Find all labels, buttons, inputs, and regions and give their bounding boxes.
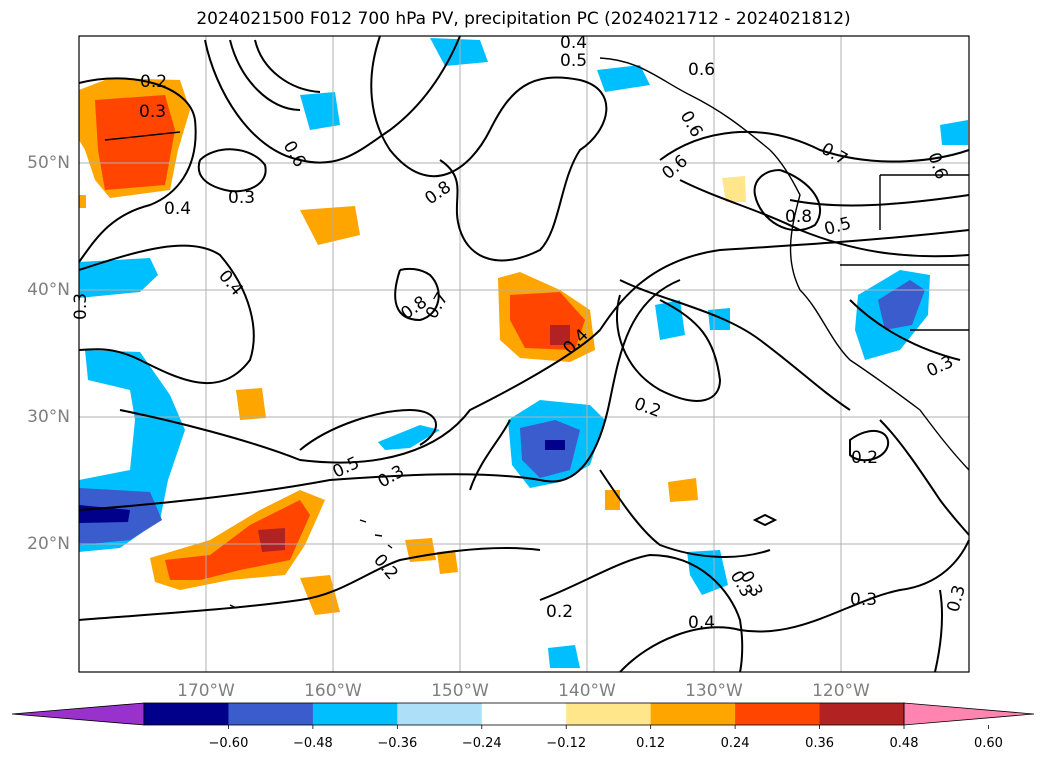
lon-label-130w: 130°W (685, 681, 743, 701)
colorbar-tick-label: −0.60 (208, 736, 249, 751)
colorbar-tick-label: 0.60 (973, 736, 1003, 751)
lon-label-170w: 170°W (177, 681, 235, 701)
colorbar-tick-label: 0.12 (636, 736, 666, 751)
colorbar-segment (735, 703, 821, 725)
colorbar-tick-label: −0.12 (546, 736, 587, 751)
contour-label: 0.2 (851, 448, 878, 468)
contour-label: 0.4 (214, 266, 247, 300)
contour-label: 0.2 (140, 72, 167, 92)
colorbar-segment (650, 703, 736, 725)
colorbar-segment (397, 703, 483, 725)
colorbar-min-extend (11, 702, 145, 726)
contour-label: 0.4 (164, 199, 191, 219)
lat-label-30n: 30°N (27, 407, 70, 427)
gridlines (79, 36, 969, 672)
colorbar-tick-label: −0.36 (377, 736, 418, 751)
lat-label-50n: 50°N (27, 153, 70, 173)
map-title: 2024021500 F012 700 hPa PV, precipitatio… (196, 9, 851, 29)
contour-label: 0.3 (850, 590, 877, 610)
contour-label: 0.8 (421, 177, 455, 209)
pv-contours (78, 35, 970, 673)
contour-label: 0.6 (658, 151, 692, 184)
lon-label-160w: 160°W (304, 681, 362, 701)
contour-label: 0.3 (71, 293, 91, 320)
coastlines (104, 57, 970, 609)
contour-label: 0.2 (369, 550, 402, 584)
lat-label-20n: 20°N (27, 534, 70, 554)
contour-label: 0.6 (279, 138, 310, 171)
colorbar-max-extend (903, 702, 1035, 726)
contour-label: 0.5 (822, 214, 853, 240)
contour-label: 0.4 (560, 33, 587, 53)
map-frame (78, 35, 970, 673)
lon-label-150w: 150°W (431, 681, 489, 701)
colorbar-tick-label: −0.24 (461, 736, 502, 751)
colorbar-segment (144, 703, 229, 725)
contour-label: 0.8 (785, 207, 812, 227)
contour-label: 0.3 (944, 583, 970, 614)
colorbar-segment (481, 703, 567, 725)
contour-label: 0.8 (397, 292, 431, 324)
colorbar-segment (566, 703, 652, 725)
contour-label: 0.4 (688, 613, 715, 633)
contour-label: 0.3 (924, 352, 957, 382)
positive-precip-shading (79, 78, 746, 615)
lat-label-40n: 40°N (27, 280, 70, 300)
colorbar-segment (312, 703, 398, 725)
colorbar (11, 702, 1035, 729)
lon-label-140w: 140°W (558, 681, 616, 701)
contour-label: 0.3 (139, 102, 166, 122)
colorbar-tick-label: 0.36 (805, 736, 835, 751)
colorbar-segment (819, 703, 905, 725)
contour-label: 0.2 (546, 602, 573, 622)
contour-label: 0.3 (375, 461, 408, 492)
contour-label: 0.3 (228, 188, 255, 208)
colorbar-tick-label: 0.48 (889, 736, 919, 751)
lon-label-120w: 120°W (812, 681, 870, 701)
contour-label: 0.6 (923, 150, 951, 182)
colorbar-tick-label: 0.24 (720, 736, 750, 751)
negative-precip-shading (79, 38, 968, 668)
contour-label: 0.5 (560, 51, 587, 71)
contour-label: 0.7 (818, 139, 851, 170)
colorbar-tick-label: −0.48 (292, 736, 333, 751)
contour-label: 0.6 (688, 60, 715, 80)
colorbar-segment (228, 703, 314, 725)
contour-label: 0.2 (631, 394, 663, 422)
contour-label: 0.6 (676, 108, 707, 141)
